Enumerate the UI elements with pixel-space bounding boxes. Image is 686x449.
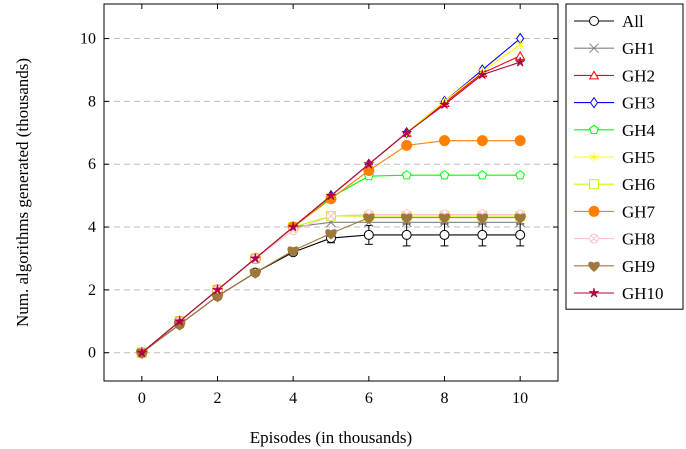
legend-marker-gh10 bbox=[589, 287, 599, 298]
legend-item-gh1: GH1 bbox=[574, 39, 655, 58]
legend-label-gh8: GH8 bbox=[622, 230, 655, 249]
legend-label-all: All bbox=[622, 12, 644, 31]
data-point-gh10 bbox=[288, 221, 299, 232]
y-tick-label: 8 bbox=[88, 93, 96, 110]
legend-item-gh6: GH6 bbox=[574, 175, 655, 194]
data-point-gh9 bbox=[211, 291, 224, 303]
data-point-all bbox=[439, 229, 450, 240]
data-point-all bbox=[401, 229, 412, 240]
legend-marker-gh3 bbox=[589, 96, 599, 109]
axis-ticks: 0 2 4 6 8 10 0 2 4 6 8 10 bbox=[80, 4, 558, 407]
data-point-gh10 bbox=[439, 99, 450, 109]
data-point-gh4 bbox=[515, 170, 526, 180]
legend-item-gh10: GH10 bbox=[574, 284, 664, 303]
legend-item-gh8: GH8 bbox=[574, 230, 655, 249]
data-point-gh4 bbox=[439, 170, 450, 180]
legend-item-gh7: GH7 bbox=[574, 202, 656, 221]
x-tick-label: 10 bbox=[512, 390, 528, 407]
series-gh9 bbox=[136, 213, 526, 359]
legend-label-gh6: GH6 bbox=[622, 175, 655, 194]
legend-marker-gh1 bbox=[589, 43, 599, 54]
legend-label-gh7: GH7 bbox=[622, 202, 656, 221]
legend-item-gh5: GH5 bbox=[574, 148, 655, 167]
legend-marker-gh7 bbox=[588, 205, 600, 217]
data-point-gh10 bbox=[477, 69, 488, 80]
legend-marker-all bbox=[589, 16, 599, 26]
data-point-gh7 bbox=[476, 135, 488, 147]
data-point-gh10 bbox=[136, 347, 147, 358]
data-point-gh10 bbox=[515, 57, 526, 67]
legend-item-gh9: GH9 bbox=[574, 257, 655, 276]
legend-label-gh10: GH10 bbox=[622, 284, 664, 303]
data-point-gh9 bbox=[287, 246, 299, 257]
x-tick-label: 8 bbox=[441, 390, 449, 407]
data-point-gh10 bbox=[363, 159, 374, 169]
x-tick-label: 6 bbox=[365, 390, 373, 407]
legend-marker-gh4 bbox=[589, 124, 599, 134]
data-point-gh9 bbox=[325, 229, 337, 240]
legend-item-gh4: GH4 bbox=[574, 121, 656, 140]
legend-item-gh2: GH2 bbox=[574, 66, 655, 85]
data-point-gh10 bbox=[174, 316, 185, 326]
legend-item-all: All bbox=[574, 12, 644, 31]
legend-label-gh2: GH2 bbox=[622, 66, 655, 85]
x-axis-title: Episodes (in thousands) bbox=[250, 428, 412, 447]
data-point-gh9 bbox=[438, 213, 451, 224]
data-point-gh9 bbox=[476, 213, 489, 224]
series-all bbox=[136, 223, 526, 358]
legend-label-gh5: GH5 bbox=[622, 148, 655, 167]
data-point-gh9 bbox=[363, 213, 375, 224]
data-point-gh7 bbox=[514, 135, 526, 147]
series-line-gh10 bbox=[141, 61, 521, 354]
data-point-gh9 bbox=[249, 268, 262, 279]
series-gh10 bbox=[136, 57, 526, 358]
data-point-gh9 bbox=[400, 213, 413, 224]
data-point-gh10 bbox=[250, 253, 261, 263]
data-point-all bbox=[515, 229, 526, 240]
legend-marker-gh2 bbox=[588, 70, 600, 80]
data-point-gh8 bbox=[326, 211, 336, 222]
legend-label-gh1: GH1 bbox=[622, 39, 655, 58]
y-tick-label: 0 bbox=[88, 345, 96, 362]
y-tick-label: 2 bbox=[88, 282, 96, 299]
series-line-gh2 bbox=[141, 55, 521, 354]
legend-label-gh4: GH4 bbox=[622, 121, 656, 140]
data-point-gh4 bbox=[401, 170, 412, 180]
data-point-gh10 bbox=[326, 190, 336, 200]
series-gh7 bbox=[136, 135, 526, 359]
legend-label-gh9: GH9 bbox=[622, 257, 655, 276]
data-point-all bbox=[363, 229, 374, 240]
data-point-gh7 bbox=[439, 135, 450, 147]
legend-marker-gh8 bbox=[589, 233, 599, 244]
y-axis-title: Num. algorithms generated (thousands) bbox=[13, 58, 32, 327]
series-layer bbox=[136, 32, 526, 359]
y-tick-label: 4 bbox=[88, 219, 96, 236]
data-point-gh5 bbox=[516, 40, 525, 50]
data-point-gh10 bbox=[401, 127, 412, 138]
legend-marker-gh6 bbox=[589, 179, 599, 190]
legend-item-gh3: GH3 bbox=[574, 94, 655, 113]
data-point-gh9 bbox=[514, 213, 526, 224]
data-point-all bbox=[477, 229, 488, 240]
legend: All GH1 GH2 GH3 GH4 GH5 GH6 GH7 GH8 GH9 GH10 bbox=[565, 3, 684, 310]
x-tick-label: 0 bbox=[138, 390, 146, 407]
x-tick-label: 2 bbox=[214, 390, 222, 407]
data-point-gh10 bbox=[212, 284, 223, 295]
data-point-gh7 bbox=[401, 139, 413, 151]
series-line-all bbox=[141, 234, 521, 354]
x-tick-label: 4 bbox=[289, 390, 297, 407]
series-line-gh7 bbox=[141, 140, 521, 354]
y-tick-label: 10 bbox=[80, 31, 96, 48]
legend-marker-gh9 bbox=[588, 261, 600, 272]
data-point-gh4 bbox=[477, 170, 488, 180]
legend-marker-gh5 bbox=[589, 152, 599, 162]
legend-label-gh3: GH3 bbox=[622, 94, 655, 113]
plot-frame bbox=[103, 3, 559, 382]
grid-lines bbox=[104, 38, 558, 354]
y-tick-label: 6 bbox=[88, 156, 96, 173]
